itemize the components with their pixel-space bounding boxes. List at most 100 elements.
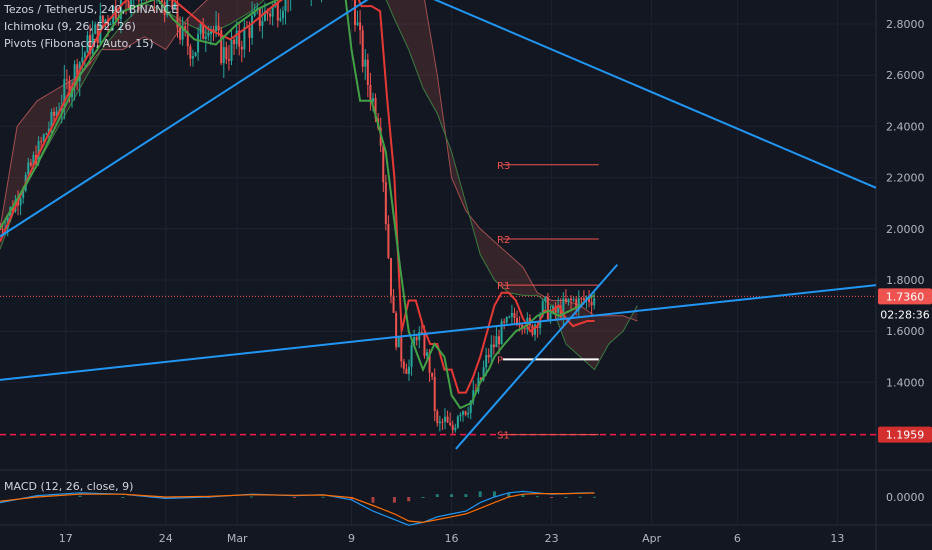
candle-body bbox=[444, 416, 447, 422]
candle-body bbox=[374, 98, 377, 119]
candle-body bbox=[173, 2, 176, 10]
candle-body bbox=[516, 317, 519, 325]
macd-histogram-bar bbox=[421, 497, 425, 498]
candle-body bbox=[487, 354, 490, 358]
pivot-levels: R3 R2 R1 P S1 bbox=[497, 161, 599, 442]
conversion-line bbox=[0, 0, 595, 394]
candle-body bbox=[42, 134, 45, 142]
candle-body bbox=[263, 10, 266, 21]
candle-body bbox=[53, 111, 56, 116]
candle-body bbox=[271, 6, 274, 17]
candle-body bbox=[353, 0, 356, 26]
candle-body bbox=[222, 47, 225, 64]
candle-body bbox=[233, 39, 236, 45]
macd-histogram-bar bbox=[507, 492, 511, 497]
candle-body bbox=[63, 79, 66, 107]
candle-body bbox=[407, 366, 410, 374]
candle-body bbox=[467, 413, 470, 415]
candle-body bbox=[104, 19, 107, 23]
candle-body bbox=[361, 30, 364, 67]
candle-body bbox=[269, 13, 272, 17]
y-tick-label: 2.2000 bbox=[886, 172, 925, 185]
x-tick-label: 16 bbox=[445, 532, 459, 545]
candle-body bbox=[202, 23, 205, 40]
candle-body bbox=[541, 301, 544, 317]
cloud-fill bbox=[0, 0, 638, 370]
candle-body bbox=[50, 111, 53, 129]
y-tick-label: 2.6000 bbox=[886, 69, 925, 82]
candle-body bbox=[166, 0, 169, 16]
candle-body bbox=[562, 298, 565, 318]
candle-body bbox=[508, 316, 511, 318]
macd-histogram-bar bbox=[535, 496, 539, 498]
candle-body bbox=[94, 24, 97, 34]
candle-body bbox=[73, 64, 76, 86]
x-tick-label: 24 bbox=[159, 532, 173, 545]
candle-body bbox=[590, 301, 593, 306]
macd-histogram-bar bbox=[435, 494, 439, 497]
candle-body bbox=[425, 352, 428, 356]
macd-histogram-bar bbox=[592, 496, 596, 498]
candle-body bbox=[495, 336, 498, 348]
candle-body bbox=[382, 145, 385, 183]
candle-body bbox=[456, 416, 459, 428]
candle-body bbox=[534, 324, 537, 335]
candle-body bbox=[119, 0, 122, 19]
current-price-label-bg bbox=[878, 288, 932, 305]
candle-body bbox=[580, 298, 583, 300]
candle-body bbox=[266, 10, 269, 14]
candle-body bbox=[544, 297, 547, 302]
candle-body bbox=[510, 313, 513, 317]
x-tick-label: 13 bbox=[830, 532, 844, 545]
legend-ichimoku: Ichimoku (9, 26, 52, 26) bbox=[4, 20, 136, 33]
candle-body bbox=[588, 297, 591, 302]
candle-body bbox=[215, 25, 218, 32]
candle-body bbox=[76, 64, 79, 82]
macd-signal-line bbox=[0, 492, 595, 524]
y-tick-label: 1.4000 bbox=[886, 376, 925, 389]
candle-body bbox=[45, 133, 48, 135]
trendlines[interactable] bbox=[0, 0, 877, 450]
candle-body bbox=[431, 372, 434, 377]
candle-body bbox=[503, 321, 506, 323]
candle-body bbox=[459, 414, 462, 417]
candle-body bbox=[384, 182, 387, 224]
trendline bbox=[433, 0, 877, 189]
x-tick-label: 17 bbox=[59, 532, 73, 545]
candle-body bbox=[276, 2, 279, 21]
candle-body bbox=[171, 0, 174, 10]
candle-body bbox=[449, 422, 452, 426]
axes: 2.8000 2.6000 2.4000 2.2000 2.0000 1.8000 1.60… bbox=[59, 18, 932, 545]
candle-body bbox=[65, 79, 68, 81]
candle-body bbox=[446, 416, 449, 423]
candle-body bbox=[423, 332, 426, 356]
cloud-line-a bbox=[0, 0, 638, 322]
pivot-label-r3: R3 bbox=[497, 161, 510, 172]
trendline bbox=[0, 284, 877, 381]
candle-body bbox=[186, 31, 189, 47]
x-tick-label: 6 bbox=[734, 532, 741, 545]
candle-body bbox=[225, 47, 228, 60]
trendline bbox=[455, 263, 619, 450]
candle-body bbox=[559, 305, 562, 318]
legend-main: Tezos / TetherUS, 240, BINANCE bbox=[4, 3, 179, 16]
candle-body bbox=[91, 33, 94, 54]
candle-body bbox=[395, 312, 398, 348]
candle-body bbox=[101, 15, 104, 23]
candle-body bbox=[413, 337, 416, 346]
candle-body bbox=[480, 377, 483, 380]
candle-body bbox=[577, 298, 580, 309]
candle-body bbox=[47, 128, 50, 134]
candle-body bbox=[227, 59, 230, 61]
candle-body bbox=[209, 29, 212, 34]
candle-body bbox=[371, 98, 374, 102]
countdown-label-bg bbox=[878, 306, 932, 323]
candle-body bbox=[251, 15, 254, 38]
legend-macd: MACD (12, 26, close, 9) bbox=[4, 480, 134, 493]
candle-body bbox=[68, 80, 71, 98]
candle-body bbox=[492, 344, 495, 348]
macd-histogram-bar bbox=[578, 496, 582, 498]
